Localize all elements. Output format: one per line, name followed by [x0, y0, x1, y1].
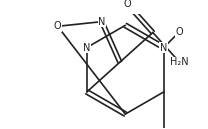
Text: N: N [160, 43, 167, 53]
Text: N: N [98, 17, 105, 27]
Text: O: O [176, 27, 183, 37]
Text: N: N [83, 43, 90, 53]
Text: O: O [124, 0, 131, 9]
Text: H₂N: H₂N [170, 57, 189, 67]
Text: O: O [54, 21, 61, 31]
